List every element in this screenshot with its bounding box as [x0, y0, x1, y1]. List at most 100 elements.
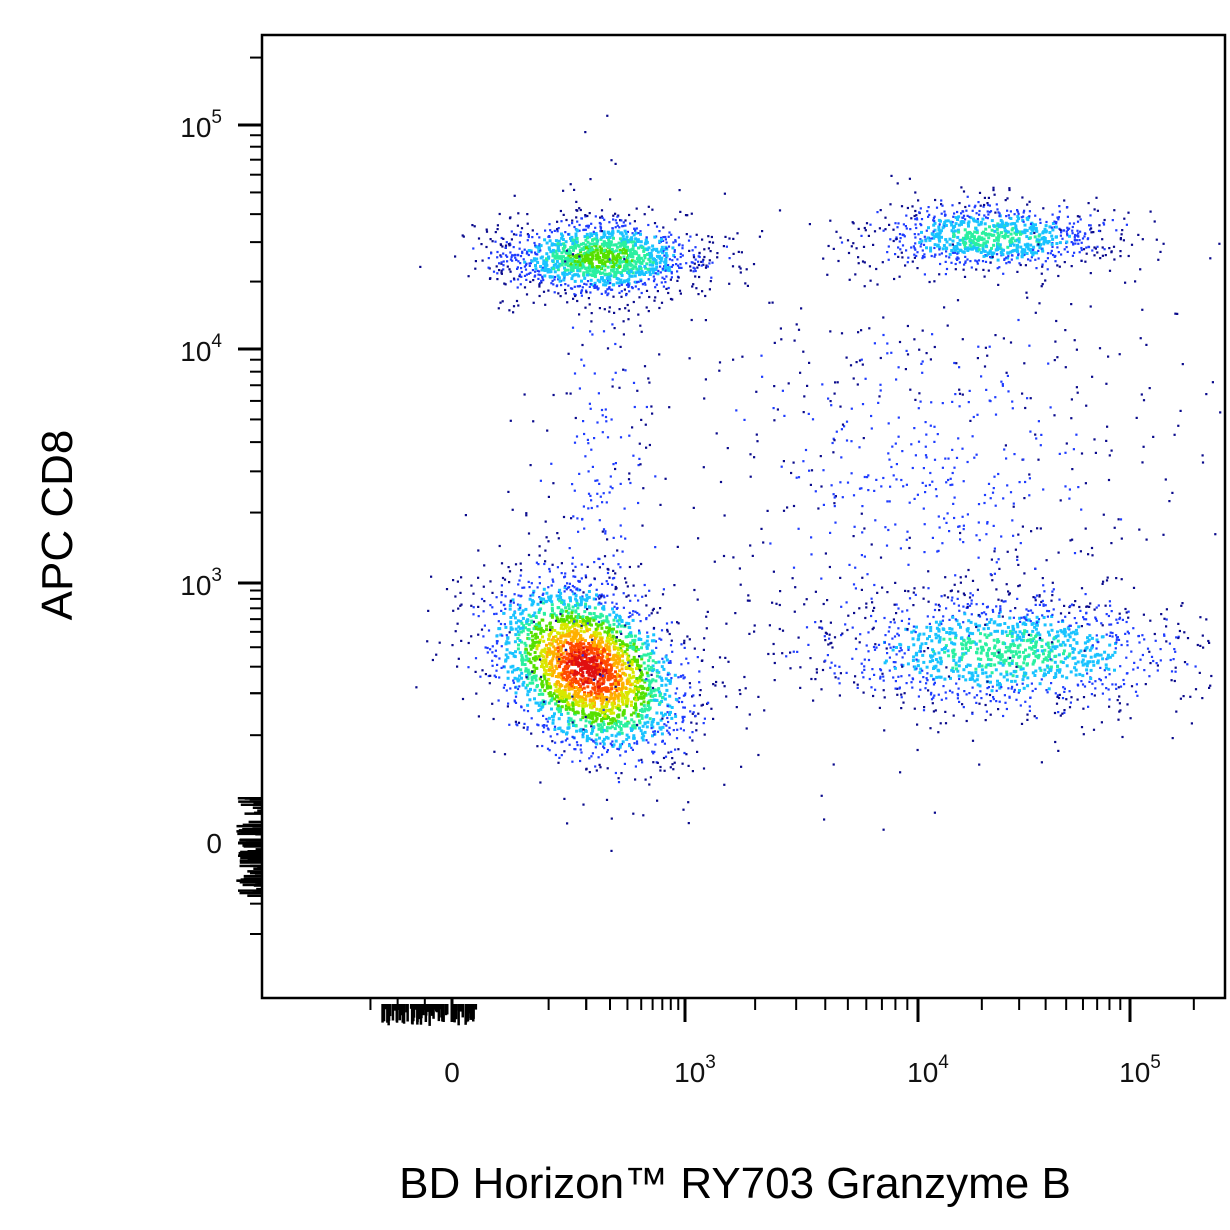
event-dot-pop-1: [592, 682, 596, 686]
event-dot-pop-1: [579, 600, 583, 604]
event-dot-pop-2: [474, 267, 477, 270]
event-dot-pop-2: [674, 218, 677, 221]
event-dot-pop-2: [525, 278, 528, 281]
event-dot-pop-2: [551, 248, 555, 252]
event-dot-pop-3: [1090, 227, 1093, 230]
event-dot-pop-1: [569, 599, 572, 603]
event-dot-pop-3: [1122, 239, 1125, 242]
event-dot-pop-3: [1039, 221, 1042, 224]
event-dot-pop-3: [1007, 260, 1010, 264]
event-dot-pop-1: [647, 692, 651, 696]
event-dot-pop-2: [691, 249, 694, 252]
event-dot-pop-2: [655, 262, 658, 265]
event-dot-pop-1: [556, 617, 560, 621]
event-dot-pop-1: [675, 737, 679, 740]
event-dot-pop-3: [1017, 254, 1020, 257]
event-dot-pop-2: [532, 279, 535, 282]
event-dot-pop-3: [863, 285, 866, 288]
event-dot-pop-1: [618, 614, 622, 618]
event-dot-pop-2: [606, 250, 610, 254]
event-dot-pop-2: [651, 244, 655, 248]
event-dot-pop-1: [539, 707, 543, 711]
event-dot-pop-2: [595, 238, 599, 242]
event-dot-pop-3: [1029, 243, 1033, 247]
event-dot-pop-1: [625, 733, 629, 737]
event-dot-pop-1: [675, 687, 679, 690]
event-dot-pop-3: [938, 231, 942, 235]
event-dot-pop-2: [615, 277, 619, 280]
event-dot-pop-2: [489, 238, 492, 241]
event-dot-pop-2: [658, 254, 662, 258]
event-dot-pop-2: [639, 232, 642, 236]
event-dot-pop-2: [725, 245, 728, 248]
event-dot-pop-1: [595, 742, 599, 746]
event-dot-pop-1: [569, 679, 573, 683]
event-dot-pop-1: [574, 610, 578, 614]
event-dot-pop-2: [609, 198, 612, 201]
event-dot-pop-1: [513, 676, 517, 680]
event-dot-pop-2: [662, 236, 665, 239]
event-dot-pop-2: [612, 218, 615, 221]
event-dot-pop-2: [671, 259, 674, 262]
event-dot-pop-1: [590, 660, 594, 663]
event-dot-pop-1: [586, 658, 590, 662]
event-dot-pop-2: [664, 251, 668, 255]
event-dot-pop-1: [543, 677, 547, 681]
event-dot-pop-1: [615, 613, 619, 617]
event-dot-pop-3: [1101, 238, 1104, 241]
event-dot-pop-1: [579, 620, 582, 623]
event-dot-pop-3: [827, 244, 830, 248]
event-dot-pop-1: [590, 634, 593, 638]
event-dot-pop-1: [515, 677, 519, 681]
event-dot-pop-1: [547, 586, 550, 589]
event-dot-pop-2: [665, 287, 668, 290]
event-dot-pop-3: [917, 233, 920, 236]
event-dot-pop-1: [570, 662, 574, 666]
event-dot-pop-1: [503, 753, 507, 756]
event-dot-pop-3: [951, 204, 954, 207]
event-dot-pop-2: [614, 226, 617, 229]
event-dot-pop-1: [509, 620, 513, 624]
event-dot-pop-3: [1162, 242, 1165, 245]
event-dot-pop-1: [508, 607, 512, 611]
event-dot-pop-3: [960, 212, 963, 215]
event-dot-pop-1: [604, 669, 608, 672]
event-dot-pop-3: [952, 232, 956, 236]
event-dot-pop-1: [608, 726, 612, 730]
event-dot-pop-1: [634, 704, 638, 708]
event-dot-pop-2: [523, 286, 527, 289]
event-dot-pop-2: [571, 257, 575, 261]
event-dot-pop-2: [697, 293, 700, 296]
event-dot-pop-2: [561, 234, 565, 238]
event-dot-pop-1: [576, 691, 580, 695]
event-dot-pop-1: [497, 620, 500, 623]
event-dot-pop-3: [1119, 255, 1122, 258]
event-dot-pop-1: [523, 709, 526, 712]
event-dot-pop-3: [961, 238, 965, 242]
event-dot-pop-1: [520, 621, 524, 625]
event-dot-pop-4: [926, 637, 929, 641]
event-dot-pop-1: [605, 686, 609, 690]
event-dot-pop-3: [934, 253, 937, 256]
event-dot-pop-2: [571, 219, 574, 222]
event-dot-pop-2: [708, 240, 711, 244]
event-dot-pop-1: [528, 586, 531, 589]
event-dot-pop-1: [657, 660, 661, 664]
event-dot-pop-2: [642, 249, 646, 253]
event-dot-pop-2: [533, 258, 537, 262]
event-dot-pop-3: [873, 230, 877, 233]
event-dot-pop-3: [932, 236, 936, 240]
event-dot-pop-2: [670, 270, 673, 274]
event-dot-pop-2: [666, 268, 670, 272]
event-dot-pop-1: [581, 716, 585, 720]
event-dot-pop-1: [538, 688, 542, 692]
event-dot-pop-3: [1034, 223, 1037, 227]
event-dot-pop-1: [674, 692, 677, 695]
event-dot-pop-3: [992, 239, 996, 243]
event-dot-pop-1: [563, 797, 566, 800]
event-dot-pop-1: [460, 603, 463, 606]
event-dot-pop-1: [562, 676, 566, 680]
event-dot-pop-1: [625, 722, 629, 726]
event-dot-pop-2: [622, 247, 626, 251]
event-dot-pop-1: [598, 632, 602, 636]
